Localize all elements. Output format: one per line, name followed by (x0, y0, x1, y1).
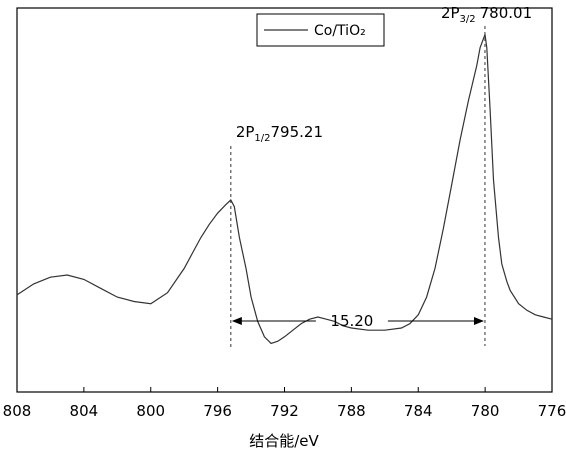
separation-arrow-left-head (231, 317, 242, 325)
x-tick-label: 788 (337, 402, 366, 420)
series-line-co-tio2 (16, 34, 553, 345)
separation-label: 15.20 (330, 312, 373, 330)
peak-label-2p12-main: 2P (236, 123, 255, 141)
x-tick-label: 804 (70, 402, 99, 420)
x-tick-label: 796 (203, 402, 232, 420)
peak-label-2p12-value: 795.21 (271, 123, 324, 141)
x-tick-label: 800 (136, 402, 165, 420)
legend-label: Co/TiO₂ (314, 23, 366, 39)
x-tick-label: 784 (404, 402, 433, 420)
x-tick-label: 780 (471, 402, 500, 420)
x-axis-ticks: 808 804 800 796 792 788 784 780 776 (3, 387, 566, 420)
x-tick-label: 792 (270, 402, 299, 420)
plot-frame (16, 7, 553, 393)
peak-label-2p12-sub: 1/2 (254, 133, 270, 144)
legend: Co/TiO₂ (256, 13, 385, 47)
x-tick-label: 776 (538, 402, 566, 420)
separation-arrow-right-head (473, 317, 484, 325)
peak-label-2p32-main: 2P (441, 4, 460, 22)
peak-label-2p32: 2P3/2 780.01 (441, 4, 532, 25)
x-tick-label: 808 (3, 402, 32, 420)
x-axis-title: 结合能/eV (249, 432, 319, 450)
peak-label-2p32-value: 780.01 (480, 4, 533, 22)
separation-arrow: 15.20 (231, 312, 484, 330)
peak-label-2p12: 2P1/2795.21 (236, 123, 323, 144)
peak-label-2p32-sub: 3/2 (460, 14, 476, 25)
